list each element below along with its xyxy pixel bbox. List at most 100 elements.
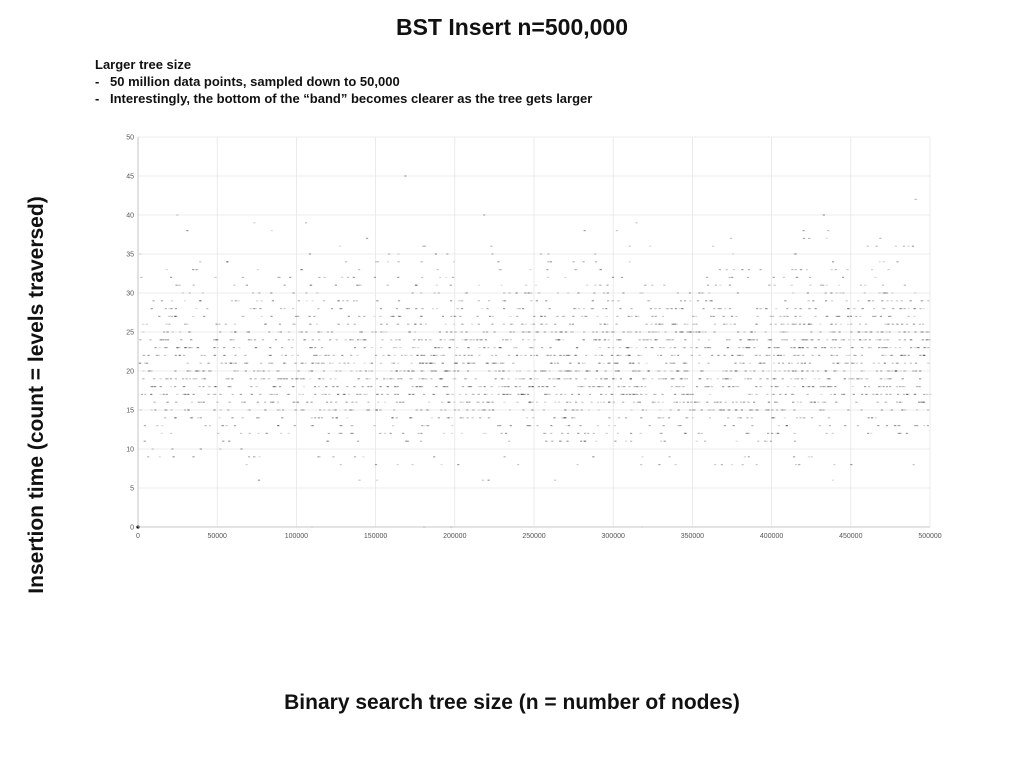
scatter-point [843,378,846,380]
scatter-point [355,300,359,302]
scatter-point [295,315,298,317]
scatter-point [710,386,713,388]
scatter-point [880,378,883,380]
scatter-point [769,315,772,317]
bullet-text: Interestingly, the bottom of the “band” … [110,91,593,106]
scatter-point [831,479,834,481]
scatter-point [858,378,861,380]
scatter-point [415,386,418,388]
scatter-point [792,393,795,395]
scatter-point [529,292,533,294]
scatter-point [533,315,536,317]
scatter-point [236,370,239,372]
scatter-point [857,300,860,302]
scatter-point [604,339,607,341]
scatter-point [424,362,427,364]
scatter-point [367,386,370,388]
scatter-point [480,308,484,310]
scatter-point [327,432,330,434]
scatter-point [184,347,187,349]
scatter-point [197,417,200,419]
scatter-point [442,432,446,434]
scatter-point [791,393,794,395]
scatter-point [174,386,177,388]
scatter-point [847,308,850,310]
scatter-point [818,425,821,427]
scatter-point [618,339,621,341]
scatter-point [461,386,464,388]
scatter-point [253,339,257,341]
scatter-point [806,339,809,341]
scatter-point [328,409,331,411]
scatter-point [390,339,393,341]
scatter-point [566,378,569,380]
scatter-point [852,393,855,395]
scatter-point [704,440,707,442]
scatter-point [194,370,197,372]
scatter-point [317,362,320,364]
scatter-point [838,284,841,286]
scatter-point [466,409,469,411]
scatter-point [430,362,433,364]
scatter-point [660,378,663,380]
scatter-point [669,409,672,411]
scatter-point [250,393,253,395]
scatter-point [313,386,317,388]
scatter-point [659,417,662,419]
scatter-point [250,393,253,395]
scatter-point [341,276,344,278]
scatter-point [838,331,841,333]
scatter-point [439,339,442,341]
scatter-point [379,386,382,388]
scatter-point [554,479,557,481]
scatter-point [901,323,904,325]
scatter-point [695,315,698,317]
scatter-point [735,386,738,388]
scatter-point [515,292,518,294]
scatter-point [359,393,362,395]
scatter-point [277,331,280,333]
scatter-point [491,315,494,317]
scatter-point [281,409,285,411]
y-tick-label: 40 [126,213,134,220]
scatter-point [689,409,692,411]
scatter-point [584,378,587,380]
scatter-point [665,308,668,310]
scatter-point [199,261,202,263]
scatter-point [876,393,879,395]
scatter-point [300,362,303,364]
scatter-point [326,331,330,333]
scatter-point [814,315,817,317]
scatter-point [342,393,345,395]
scatter-point [318,378,322,380]
scatter-point [414,323,417,325]
scatter-point [540,315,543,317]
scatter-point [414,284,417,286]
scatter-point [687,393,690,395]
scatter-point [711,354,714,356]
scatter-point [842,339,845,341]
scatter-point [831,339,834,341]
scatter-point [865,323,868,325]
scatter-point [225,425,228,427]
scatter-point [728,386,731,388]
scatter-point [896,261,899,263]
scatter-point [603,292,606,294]
scatter-point [640,417,643,419]
scatter-point [311,425,314,427]
scatter-point [713,331,716,333]
scatter-point [846,323,850,325]
scatter-point [899,432,902,434]
scatter-point [898,339,901,341]
scatter-point [739,362,742,364]
scatter-point [595,370,599,372]
scatter-point [171,448,174,450]
scatter-point [408,331,412,333]
scatter-point [876,331,879,333]
scatter-point [433,347,436,349]
scatter-point [644,386,647,388]
scatter-point [581,401,584,403]
scatter-point [542,370,545,372]
scatter-point [850,347,853,349]
